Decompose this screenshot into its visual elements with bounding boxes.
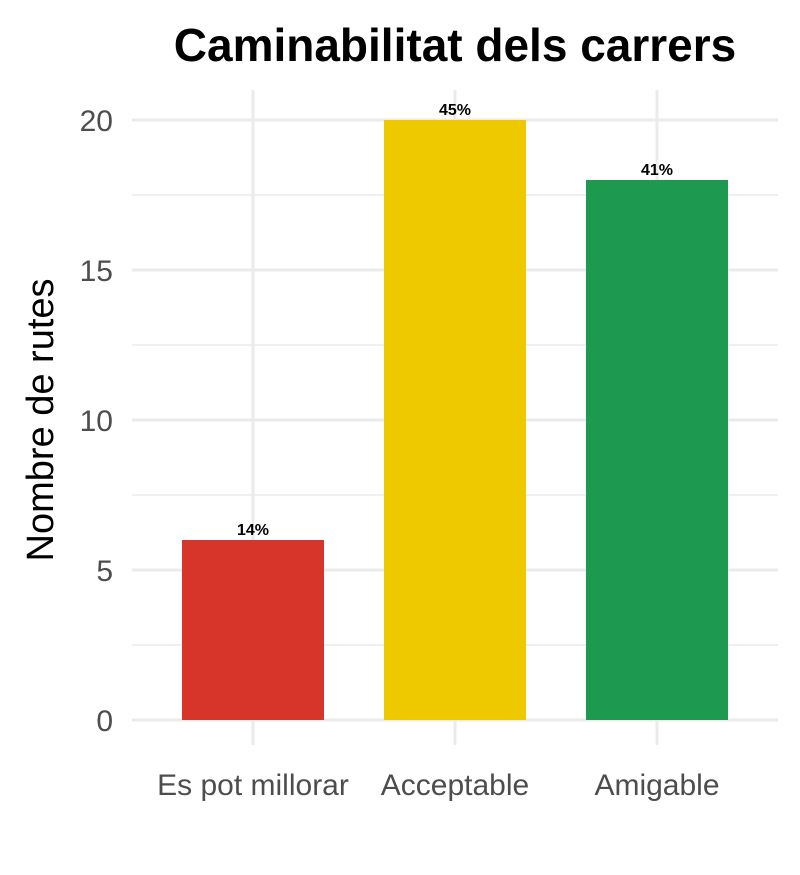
data-label-1: 45%	[439, 102, 471, 119]
y-tick-label: 10	[80, 405, 113, 438]
bar-0	[182, 540, 324, 720]
chart-title: Caminabilitat dels carrers	[174, 19, 736, 71]
y-tick-label: 5	[96, 555, 113, 588]
axis-ticks: 0 5 10 15 20 Es pot millorar Acceptable Amigabl…	[80, 105, 720, 802]
bar-1	[384, 120, 526, 720]
y-tick-label: 15	[80, 255, 113, 288]
y-axis-title: Nombre de rutes	[20, 278, 62, 561]
data-labels: 14% 45% 41%	[237, 102, 673, 539]
y-tick-label: 0	[96, 705, 113, 738]
x-tick-label: Es pot millorar	[157, 769, 349, 802]
x-tick-label: Amigable	[594, 769, 719, 802]
data-label-0: 14%	[237, 522, 269, 539]
bar-2	[586, 180, 728, 720]
data-label-2: 41%	[641, 162, 673, 179]
bars	[182, 120, 728, 720]
x-tick-label: Acceptable	[381, 769, 529, 802]
y-tick-label: 20	[80, 105, 113, 138]
